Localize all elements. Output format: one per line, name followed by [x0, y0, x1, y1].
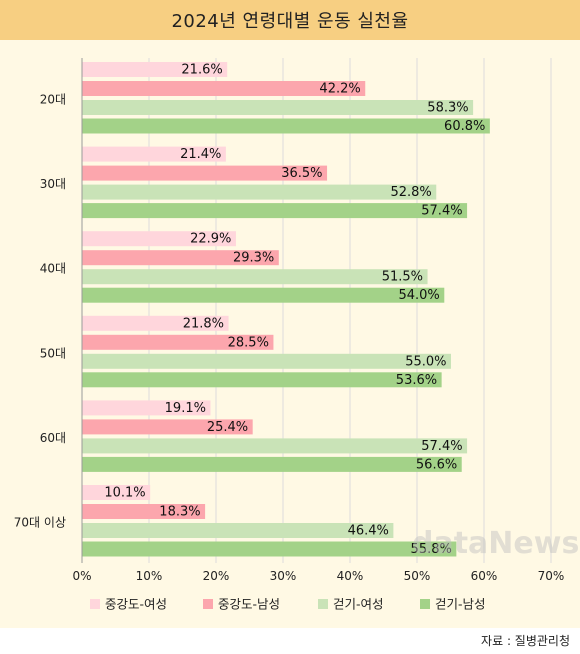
x-tick-label: 20%: [203, 569, 230, 583]
legend-swatch: [203, 599, 213, 609]
data-label: 55.0%: [405, 354, 446, 369]
data-label: 52.8%: [390, 185, 431, 200]
category-label: 30대: [40, 177, 66, 191]
data-label: 56.6%: [416, 457, 457, 472]
data-label: 21.4%: [180, 147, 221, 162]
bar: [82, 523, 394, 538]
bar: [82, 231, 236, 247]
data-label: 53.6%: [396, 373, 437, 388]
data-label: 51.5%: [382, 270, 423, 285]
legend-label: 걷기-남성: [435, 597, 486, 612]
data-label: 10.1%: [104, 486, 145, 501]
category-label: 60대: [40, 431, 66, 445]
category-label: 20대: [40, 93, 66, 107]
data-label: 46.4%: [348, 524, 389, 539]
bar: [82, 353, 451, 369]
x-tick-label: 60%: [471, 569, 498, 583]
category-label: 50대: [40, 346, 66, 360]
bar: [82, 541, 457, 557]
data-label: 28.5%: [228, 335, 269, 350]
bar: [82, 287, 445, 303]
bar: [82, 456, 462, 472]
bar: [82, 269, 428, 285]
bar-chart: 0% 10% 20% 30% 40% 50% 60% 70% 20대 30대 40대 50대 60대 70…: [14, 58, 579, 612]
source-strip: [0, 628, 580, 654]
category-label: 40대: [40, 262, 66, 276]
data-label: 18.3%: [159, 505, 200, 520]
bar: [82, 250, 279, 266]
data-label: 54.0%: [398, 288, 439, 303]
bar: [82, 62, 228, 77]
legend-label: 중강도-남성: [218, 597, 280, 612]
x-tick-label: 30%: [270, 569, 297, 583]
data-label: 21.6%: [181, 63, 222, 78]
bar: [82, 485, 151, 500]
title-banner: 2024년 연령대별 운동 실천율: [0, 0, 580, 40]
data-label: 29.3%: [233, 251, 274, 266]
bar: [82, 118, 490, 134]
bar: [82, 184, 437, 200]
x-tick-label: 40%: [337, 569, 364, 583]
x-tick-label: 50%: [404, 569, 431, 583]
bar: [82, 400, 211, 416]
data-label: 19.1%: [165, 401, 206, 416]
data-label: 25.4%: [207, 420, 248, 435]
bar: [82, 81, 366, 96]
x-tick-label: 10%: [136, 569, 163, 583]
chart-title: 2024년 연령대별 운동 실천율: [171, 11, 409, 32]
legend-swatch: [90, 599, 100, 609]
x-tick-label: 70%: [538, 569, 565, 583]
data-label: 58.3%: [427, 101, 468, 116]
source-note: 자료 : 질병관리청: [481, 634, 570, 648]
bar: [82, 315, 229, 331]
data-label: 42.2%: [319, 82, 360, 97]
category-label: 70대 이상: [14, 516, 66, 530]
bar: [82, 438, 468, 454]
data-label: 60.8%: [444, 119, 485, 134]
legend-swatch: [420, 599, 430, 609]
data-label: 22.9%: [190, 232, 231, 247]
data-label: 57.4%: [421, 439, 462, 454]
bar: [82, 165, 328, 181]
bar: [82, 504, 206, 519]
data-label: 57.4%: [421, 204, 462, 219]
data-label: 21.8%: [183, 316, 224, 331]
legend-swatch: [318, 599, 328, 609]
bar: [82, 146, 226, 162]
data-label: 36.5%: [281, 166, 322, 181]
bar: [82, 372, 442, 388]
legend-label: 걷기-여성: [333, 597, 384, 612]
x-tick-label: 0%: [72, 569, 91, 583]
bar: [82, 203, 468, 219]
legend-label: 중강도-여성: [105, 597, 167, 612]
data-label: 55.8%: [411, 542, 452, 557]
bar: [82, 100, 474, 115]
bar: [82, 419, 253, 435]
watermark-logo: dataNews: [412, 526, 579, 561]
bar: [82, 334, 274, 350]
